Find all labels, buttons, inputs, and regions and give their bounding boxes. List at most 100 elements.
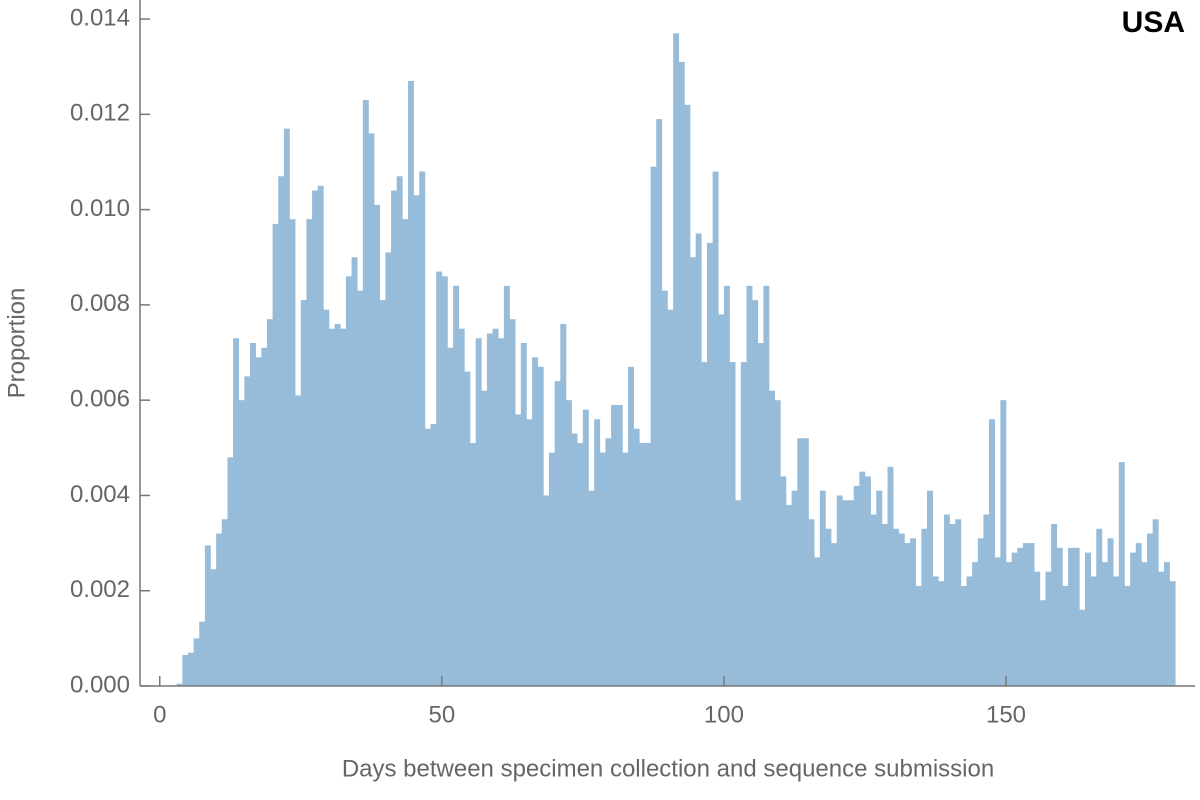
y-tick-label: 0.004 (70, 481, 130, 508)
bar (1028, 543, 1035, 686)
bar (204, 545, 211, 686)
bar (1107, 538, 1114, 686)
x-tick-label: 50 (428, 701, 455, 728)
x-tick-label: 0 (153, 701, 166, 728)
bar (831, 543, 838, 686)
y-tick-label: 0.010 (70, 195, 130, 222)
bar (921, 528, 928, 686)
bar (362, 100, 369, 686)
bar (881, 524, 888, 686)
bar (1073, 547, 1080, 686)
bar (673, 33, 680, 686)
bar (486, 333, 493, 686)
bar (1141, 562, 1148, 686)
bar (368, 133, 375, 686)
bar (943, 514, 950, 686)
bar (193, 638, 200, 686)
bar (757, 343, 764, 686)
bar (238, 400, 245, 686)
y-tick-label: 0.008 (70, 290, 130, 317)
bar (994, 557, 1001, 686)
bar (503, 285, 510, 686)
bar (464, 371, 471, 686)
bar (1169, 581, 1176, 686)
bar (300, 300, 307, 686)
bar (328, 328, 335, 686)
bar (955, 519, 962, 686)
bar (712, 171, 719, 686)
bar (718, 314, 725, 686)
bar (752, 300, 759, 686)
bar (785, 504, 792, 686)
y-tick-label: 0.000 (70, 671, 130, 698)
bar (391, 190, 397, 687)
bar (430, 423, 437, 686)
bar (334, 323, 341, 686)
y-axis-label: Proportion (3, 288, 30, 399)
bar (1056, 547, 1063, 686)
bar (447, 347, 454, 686)
bar (413, 195, 420, 686)
bar (746, 285, 753, 686)
bar (250, 343, 256, 686)
bar (989, 419, 996, 686)
bar (244, 376, 251, 686)
bar (678, 61, 685, 687)
bar (650, 166, 657, 687)
bar (182, 655, 189, 686)
bar (904, 543, 911, 686)
bar (537, 366, 544, 686)
bar (295, 395, 302, 686)
bar (340, 328, 347, 686)
bar (554, 381, 561, 686)
bar (797, 438, 804, 686)
bar (667, 309, 674, 686)
bar (876, 490, 883, 686)
bar (289, 219, 296, 686)
bar (898, 533, 905, 686)
bar (870, 514, 877, 686)
bar (312, 190, 319, 687)
bar (345, 276, 352, 686)
bar (802, 438, 809, 686)
bar (893, 528, 900, 686)
x-axis-label: Days between specimen collection and seq… (342, 755, 994, 782)
bar (379, 300, 386, 686)
bar (199, 621, 206, 686)
bar (814, 557, 821, 686)
bar (735, 500, 742, 686)
bar (582, 409, 589, 686)
bar (780, 476, 787, 686)
bar (639, 443, 646, 686)
bar (1096, 528, 1103, 686)
bar (616, 404, 623, 686)
bar (283, 128, 290, 686)
bar (1000, 400, 1007, 686)
bar (1152, 519, 1159, 686)
x-tick-label: 150 (986, 701, 1026, 728)
bar (419, 171, 426, 686)
bar (1079, 609, 1086, 686)
bar (661, 290, 668, 686)
bar (972, 562, 979, 686)
bar (740, 362, 747, 686)
bar (791, 490, 798, 686)
y-tick-label: 0.012 (70, 100, 130, 127)
bar (323, 309, 330, 686)
bar (210, 569, 217, 686)
bar (656, 119, 663, 686)
bar (385, 252, 392, 686)
bar (966, 576, 973, 686)
bar (769, 390, 775, 686)
bar (1113, 576, 1120, 686)
bar (915, 585, 922, 686)
bar (565, 400, 572, 686)
bar (774, 400, 781, 686)
bar (594, 419, 601, 686)
bar (509, 319, 516, 686)
bar (819, 490, 826, 686)
bar (481, 390, 488, 686)
bar (453, 285, 460, 686)
bar (357, 290, 364, 686)
